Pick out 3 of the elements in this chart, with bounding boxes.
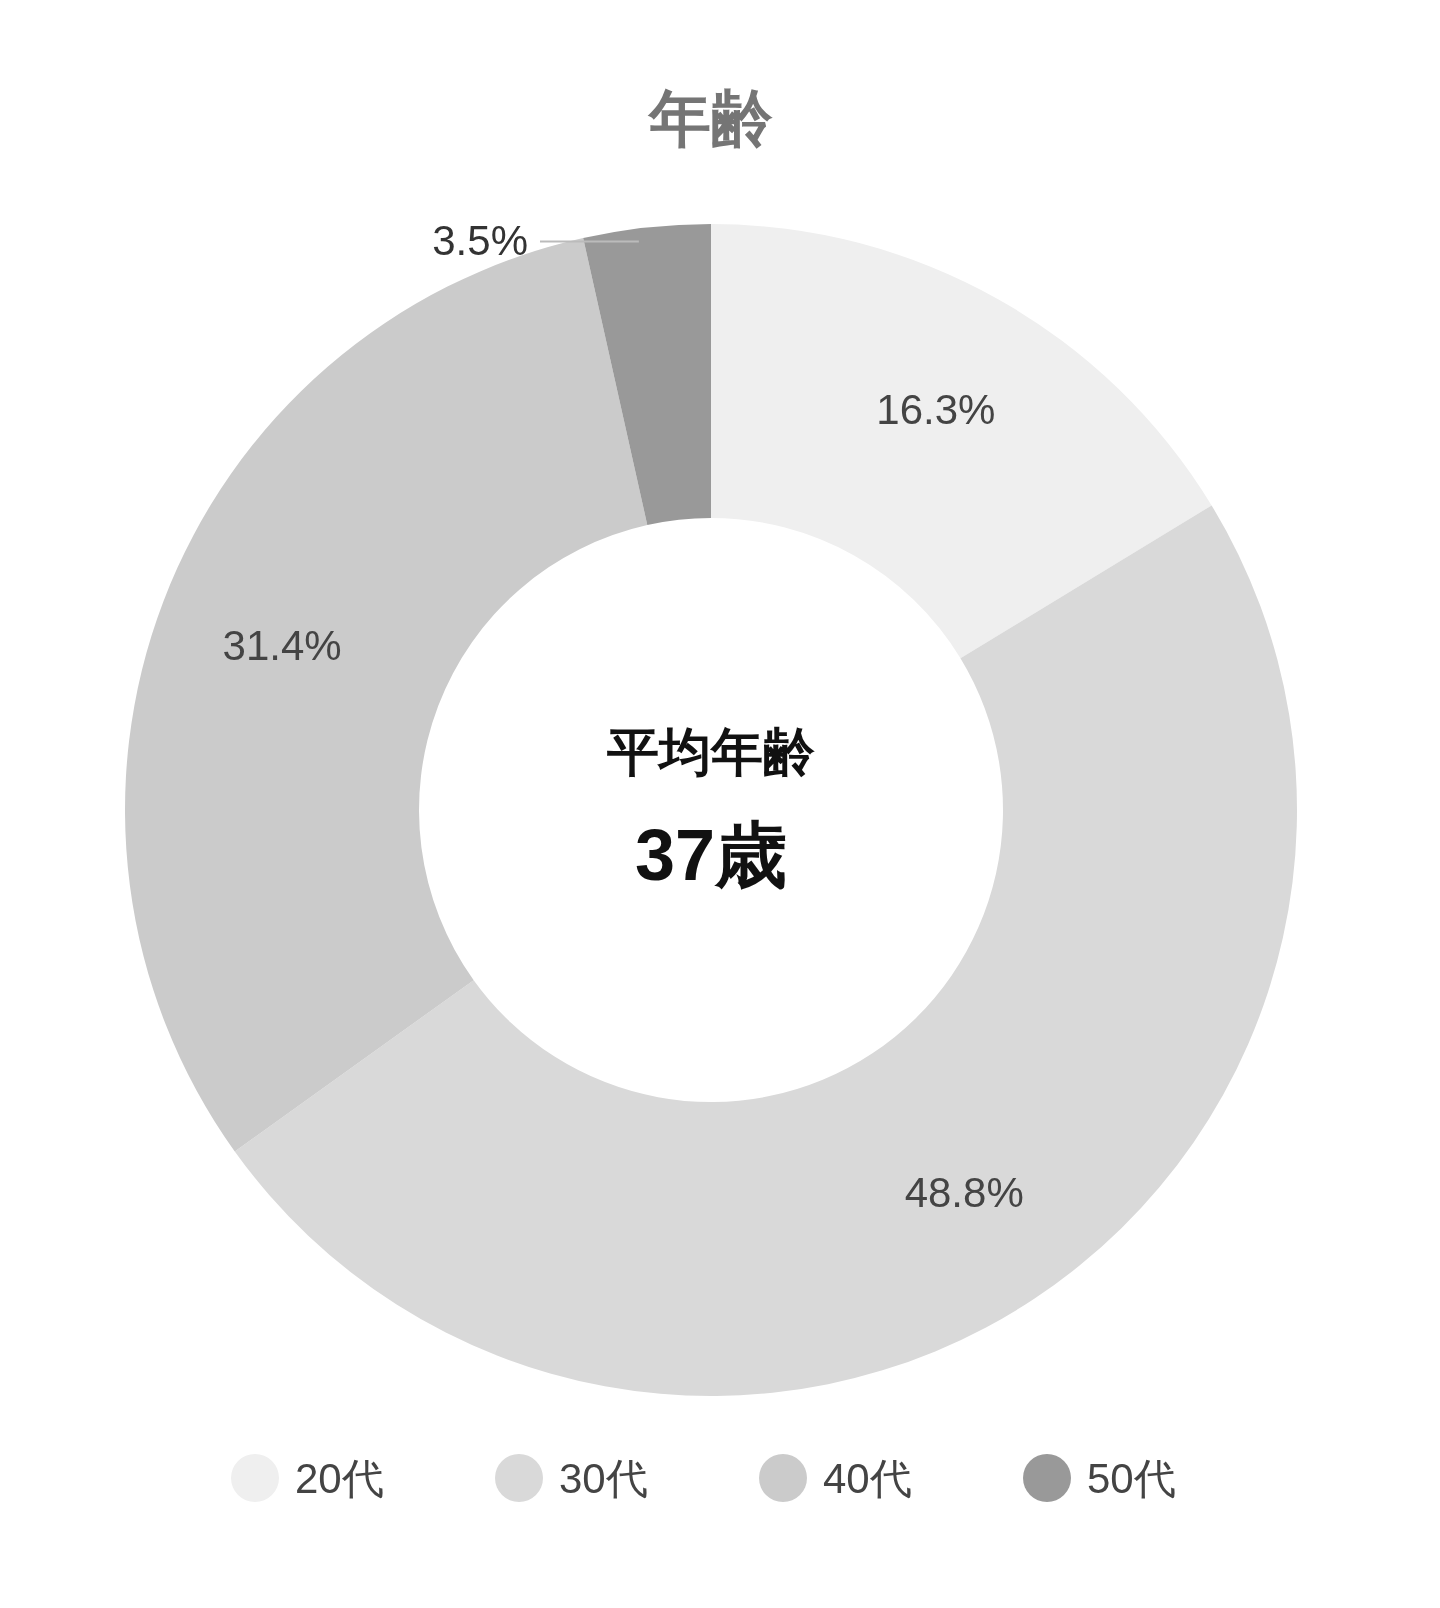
annotation: 37歳 bbox=[634, 815, 788, 895]
annotation: 平均年齢 bbox=[607, 723, 815, 781]
title: 年齢 bbox=[649, 84, 773, 153]
